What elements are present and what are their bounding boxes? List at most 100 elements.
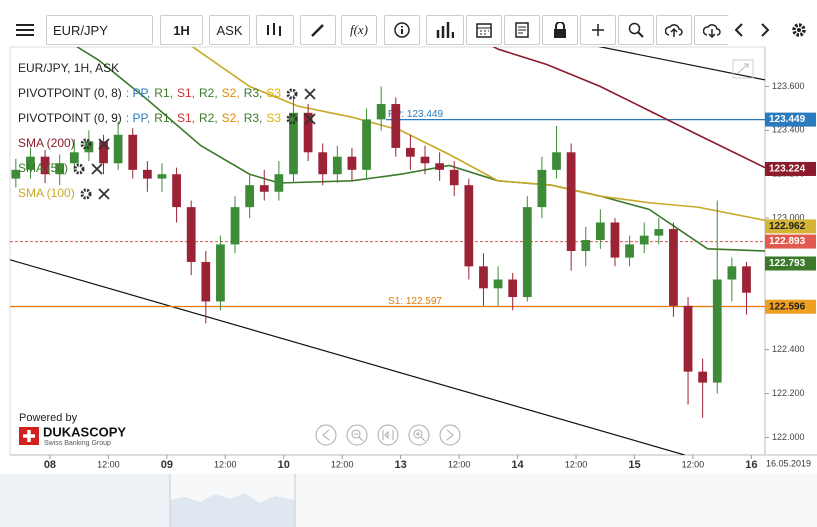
legend-controls[interactable] <box>72 162 108 176</box>
icon <box>665 24 683 37</box>
prev-button[interactable] <box>728 15 750 45</box>
next-button[interactable] <box>754 15 776 45</box>
candle-body <box>406 147 415 157</box>
candle-body <box>186 207 196 262</box>
zoom-button[interactable] <box>618 15 654 45</box>
expand-button[interactable] <box>732 59 754 79</box>
x-tick-label: 12:00 <box>682 459 705 469</box>
candle-body <box>522 207 532 298</box>
icon <box>761 23 770 37</box>
brand-sub: Swiss Banking Group <box>44 440 111 447</box>
pivot-item: R3, <box>243 86 263 100</box>
x-tick-label: 12:00 <box>97 459 120 469</box>
x-tick-label: 12:00 <box>331 459 354 469</box>
candle-body <box>274 174 284 192</box>
legend: EUR/JPY, 1H, ASK PIVOTPOINT (0, 8): PP, R… <box>18 56 321 206</box>
price-tag <box>765 219 816 234</box>
calendar-button[interactable] <box>466 15 502 45</box>
candle-body <box>508 279 518 298</box>
candle-body <box>449 169 459 186</box>
pivot-item: S2, <box>221 111 240 125</box>
legend-controls[interactable] <box>79 187 115 201</box>
x-tick-label: 15 <box>628 459 640 471</box>
reset-zoom[interactable] <box>377 424 399 446</box>
candle-body <box>11 169 21 179</box>
candle-body <box>201 261 211 302</box>
pivot-item: S3 <box>266 111 282 125</box>
draw-button[interactable] <box>300 15 336 45</box>
legend-entry: SMA (200) <box>18 136 75 150</box>
zoom-out[interactable] <box>346 424 368 446</box>
y-tick-label: 122.400 <box>772 344 805 354</box>
candle-body <box>727 266 737 280</box>
y-tick-label: 123.600 <box>772 81 805 91</box>
legend-row: SMA (200) <box>18 131 321 156</box>
upload-button[interactable] <box>656 15 692 45</box>
x-tick-label: 12:00 <box>565 459 588 469</box>
scroll-left[interactable] <box>315 424 337 446</box>
indicator-button[interactable]: f(x) <box>341 15 377 45</box>
pivot-label: PP: 123.449 <box>388 109 443 120</box>
legend-controls[interactable] <box>285 87 321 101</box>
pivot-item: : PP, <box>125 86 151 100</box>
candle-body <box>493 279 503 289</box>
candle-body <box>69 152 79 164</box>
x-tick-label: 09 <box>161 459 173 471</box>
candle-body <box>230 207 240 245</box>
candle-body <box>318 152 328 175</box>
pivot-name: PIVOTPOINT (0, 9) <box>18 111 122 125</box>
candle-body <box>289 112 298 175</box>
info-button[interactable] <box>384 15 420 45</box>
x-tick-label: 12:00 <box>448 459 471 469</box>
candle-body <box>259 185 269 192</box>
x-tick-label: 16 <box>745 459 757 471</box>
period-select[interactable]: 1H <box>160 15 203 45</box>
toolbar: EUR/JPY 1H ASK f(x) <box>0 0 817 45</box>
navigator-window[interactable] <box>170 493 295 527</box>
menu-button[interactable] <box>10 15 40 45</box>
candle-body <box>435 163 445 170</box>
brand: DUKASCOPY <box>43 424 126 439</box>
pivot-item: S1, <box>176 86 195 100</box>
crosshair-button[interactable] <box>580 15 616 45</box>
candle-body <box>157 174 167 179</box>
candle-body <box>698 371 708 383</box>
pivot-item: R2, <box>198 111 218 125</box>
scroll-right[interactable] <box>439 424 461 446</box>
price-tag <box>765 256 816 271</box>
candle-body <box>566 152 576 251</box>
side-select[interactable]: ASK <box>209 15 250 45</box>
candle-body <box>245 185 255 208</box>
icon <box>703 24 721 38</box>
chart-type-button[interactable] <box>256 15 294 45</box>
volume-button[interactable] <box>426 15 464 45</box>
price-tag <box>765 234 816 249</box>
price-tag <box>765 299 816 314</box>
date-label: 16.05.2019 <box>766 458 811 468</box>
candle-body <box>595 222 605 241</box>
candle-body <box>55 163 65 175</box>
expand-icon <box>736 63 749 75</box>
candle-body <box>332 156 342 175</box>
candle-body <box>376 104 386 120</box>
candle-body <box>216 244 225 302</box>
legend-controls[interactable] <box>285 112 321 126</box>
trendline <box>10 259 685 455</box>
icon <box>476 23 492 38</box>
download-button[interactable] <box>694 15 730 45</box>
navigator-shade <box>0 474 170 527</box>
lock-button[interactable] <box>542 15 578 45</box>
settings-button[interactable] <box>786 15 812 45</box>
sma-line <box>492 47 765 169</box>
icon <box>267 23 281 36</box>
zoom-in[interactable] <box>408 424 430 446</box>
candle-body <box>40 156 50 175</box>
candle-body <box>537 169 547 208</box>
icon <box>394 22 410 38</box>
axes: 122.000122.200122.400122.600122.800123.0… <box>44 81 816 471</box>
symbol-select[interactable]: EUR/JPY <box>46 15 153 45</box>
legend-controls[interactable] <box>79 137 115 151</box>
news-button[interactable] <box>504 15 540 45</box>
